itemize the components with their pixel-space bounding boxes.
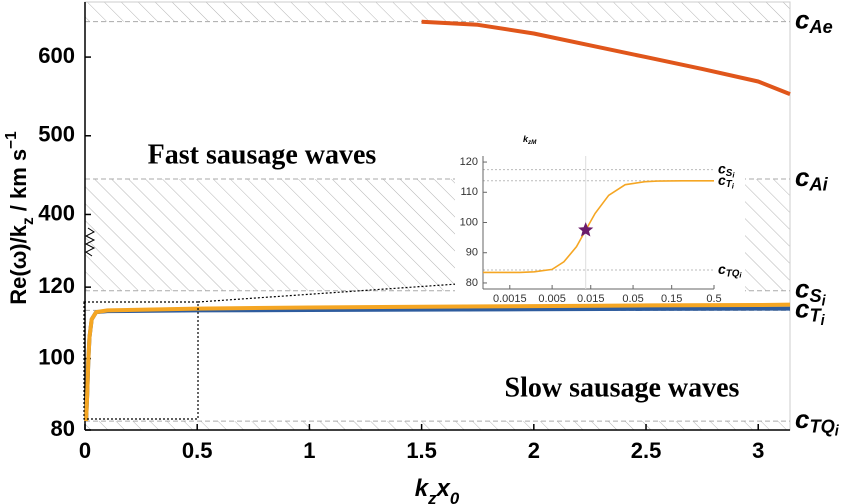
subsubscript: i	[821, 313, 826, 329]
x-tick-label: 0.05	[622, 293, 643, 305]
y-tick-label: 80	[51, 416, 75, 441]
speed-label: cTQi	[718, 261, 742, 280]
inset-background	[455, 128, 745, 302]
curve-layer	[84, 19, 791, 422]
x-tick-label: 3	[752, 438, 764, 463]
x-tick-label: 1.5	[406, 438, 437, 463]
x-tick-label: 0.015	[577, 293, 605, 305]
hatch-region	[85, 421, 790, 430]
subscript: TQ	[809, 416, 834, 436]
y-tick-label: 100	[460, 216, 478, 228]
label-part: −1	[3, 131, 20, 149]
label-part: k	[415, 475, 430, 502]
subsubscript: i	[732, 170, 735, 179]
x-axis-label: kzx0	[415, 475, 460, 504]
label-part: / km s	[6, 149, 31, 217]
speed-label: cTi	[795, 293, 826, 329]
y-tick-label: 90	[466, 247, 478, 259]
annotation: Slow sausage waves	[505, 372, 740, 403]
x-tick-label: 1	[303, 438, 315, 463]
data-line	[84, 302, 791, 422]
subscript: Ae	[808, 17, 832, 37]
y-tick-label: 110	[460, 186, 478, 198]
label-part: x	[435, 475, 452, 502]
speed-label: cSi	[718, 160, 735, 179]
speed-label: cSi	[795, 274, 827, 310]
x-tick-label: 2	[528, 438, 540, 463]
symbol: c	[795, 274, 810, 304]
subsubscript: i	[835, 424, 840, 440]
y-tick-label: 400	[38, 200, 75, 225]
x-tick-label: 0	[79, 438, 91, 463]
y-tick-label: 600	[38, 43, 75, 68]
y-tick-label: 120	[38, 273, 75, 298]
symbol: c	[795, 162, 810, 192]
data-line	[421, 19, 791, 96]
subscript: zM	[527, 139, 537, 146]
x-tick-label: 0.5	[182, 438, 213, 463]
y-tick-label: 120	[460, 156, 478, 168]
subscript: T	[726, 179, 733, 190]
speed-label: cAi	[795, 162, 829, 194]
label-part: Re(ω)/k	[6, 224, 31, 304]
subsubscript: i	[732, 182, 735, 191]
label-part: z	[20, 217, 37, 225]
subscript: T	[809, 306, 822, 326]
label-part: 0	[450, 489, 460, 504]
subscript: S	[809, 286, 821, 306]
symbol: k	[523, 134, 529, 144]
subscript: S	[726, 168, 733, 179]
symbol: c	[795, 5, 810, 35]
axis-break	[84, 227, 96, 257]
label-part: z	[427, 489, 437, 504]
zoom-connector	[197, 282, 473, 303]
x-tick-label: 0.005	[538, 293, 566, 305]
speed-label: kzM	[523, 134, 537, 146]
star-marker	[578, 222, 594, 237]
symbol: c	[718, 160, 726, 176]
zoom-box	[83, 227, 473, 420]
speed-label: cTQi	[795, 404, 840, 440]
subscript: Ai	[808, 174, 828, 194]
x-tick-label: 0.5	[706, 293, 721, 305]
subsubscript: i	[739, 271, 742, 280]
symbol: c	[718, 261, 726, 277]
speed-label: cAe	[795, 5, 833, 37]
x-tick-label: 2.5	[631, 438, 662, 463]
x-tick-label: 0.0015	[493, 293, 527, 305]
speed-label: cTi	[718, 171, 735, 190]
y-tick-label: 100	[38, 344, 75, 369]
subscript: TQ	[726, 268, 740, 279]
y-tick-label: 80	[466, 277, 478, 289]
y-tick-label: 500	[38, 122, 75, 147]
symbol: c	[718, 171, 726, 187]
y-axis-label: Re(ω)/kz / km s−1	[3, 131, 37, 305]
zoom-rect	[83, 301, 199, 420]
symbol: c	[795, 293, 810, 323]
hatch-region	[85, 2, 790, 22]
annotation: Fast sausage waves	[148, 139, 377, 170]
x-tick-label: 0.15	[661, 293, 682, 305]
subsubscript: i	[822, 293, 827, 309]
symbol: c	[795, 404, 810, 434]
